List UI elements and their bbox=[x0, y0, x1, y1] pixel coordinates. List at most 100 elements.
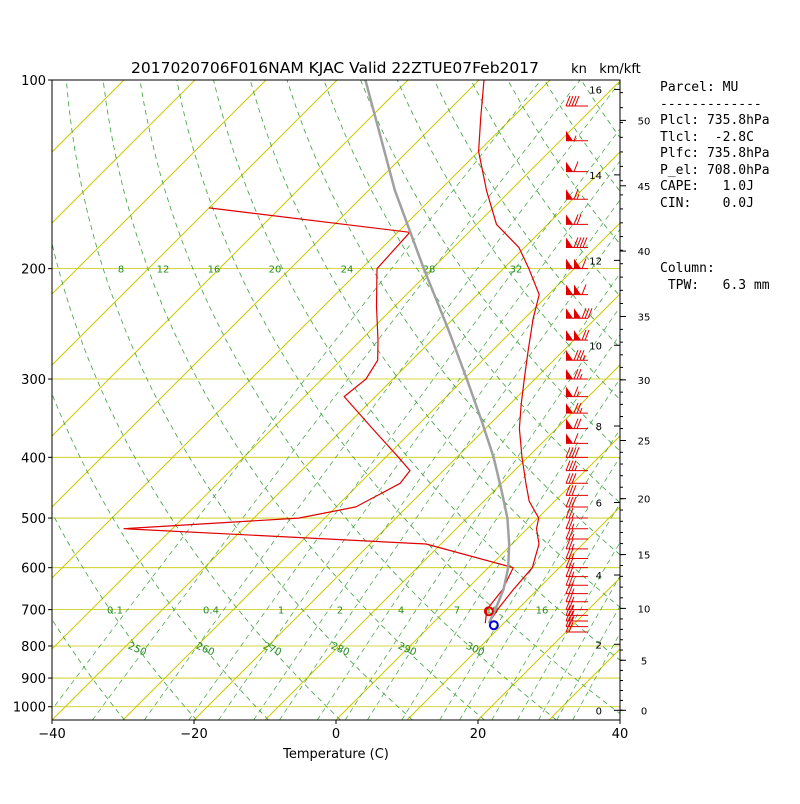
km-tick-label: 14 bbox=[589, 171, 602, 182]
kft-tick-label: 20 bbox=[638, 495, 651, 506]
mixing-ratio-line bbox=[219, 80, 681, 720]
pressure-tick-label: 300 bbox=[21, 373, 46, 388]
kft-tick-label: 50 bbox=[638, 116, 651, 127]
wind-barb-flag bbox=[566, 369, 573, 379]
pressure-tick-label: 600 bbox=[21, 562, 46, 577]
isotherm-line bbox=[0, 80, 550, 720]
wind-barb-half bbox=[575, 466, 577, 471]
wind-barb bbox=[566, 369, 588, 379]
km-tick-label: 10 bbox=[589, 341, 602, 352]
mixing-ratio-label: 16 bbox=[208, 265, 221, 276]
pressure-tick-label: 200 bbox=[21, 263, 46, 278]
wind-barb bbox=[566, 558, 588, 568]
wind-barb bbox=[566, 308, 592, 318]
pressure-tick-label: 100 bbox=[21, 74, 46, 89]
potential-temperature-label: 280 bbox=[329, 641, 351, 659]
mixing-ratio-label: 0.4 bbox=[203, 606, 219, 617]
wind-barb bbox=[566, 419, 588, 429]
temperature-tick-label: −40 bbox=[38, 727, 65, 742]
potential-temperature-label: 300 bbox=[464, 641, 486, 659]
param-row: Tlcl: -2.8C bbox=[660, 130, 770, 147]
mixing-ratio-line bbox=[93, 80, 581, 720]
param-row: Plcl: 735.8hPa bbox=[660, 113, 770, 130]
isotherm-line bbox=[0, 80, 479, 720]
kft-tick-label: 45 bbox=[638, 182, 651, 193]
mixing-ratio-label: 1 bbox=[278, 606, 284, 617]
wind-barb-flag bbox=[574, 308, 581, 318]
dry-adiabat-line bbox=[140, 80, 557, 720]
param-row: Plfc: 735.8hPa bbox=[660, 146, 770, 163]
dry-adiabat-line bbox=[765, 80, 800, 720]
wind-barb-feather bbox=[574, 433, 578, 443]
wind-barb bbox=[566, 162, 588, 172]
kft-axis-label: km/kft bbox=[599, 62, 641, 77]
pressure-tick-label: 500 bbox=[21, 512, 46, 527]
wind-barb-feather bbox=[582, 285, 586, 295]
chart-title: 2017020706F016NAM KJAC Valid 22ZTUE07Feb… bbox=[131, 59, 539, 77]
kft-tick-label: 35 bbox=[638, 312, 651, 323]
wind-barb-flag bbox=[574, 285, 581, 295]
temperature-tick-label: −20 bbox=[180, 727, 207, 742]
dry-adiabat-line bbox=[0, 80, 53, 720]
tpw-row: TPW: 6.3 mm bbox=[660, 278, 770, 295]
wind-barb bbox=[566, 259, 588, 269]
dry-adiabat-line bbox=[214, 80, 701, 720]
mixing-ratio-label: 32 bbox=[510, 265, 523, 276]
isotherm-line bbox=[0, 80, 621, 720]
potential-temperature-label: 250 bbox=[126, 641, 148, 659]
temperature-tick-label: 40 bbox=[612, 727, 629, 742]
wind-barb-half bbox=[572, 597, 574, 602]
dry-adiabat-line bbox=[177, 80, 629, 720]
wind-barb-flag bbox=[566, 259, 573, 269]
wind-barb bbox=[566, 473, 588, 483]
wind-barb-half bbox=[580, 374, 582, 379]
kft-tick-label: 30 bbox=[638, 376, 651, 387]
wind-barb-half bbox=[572, 524, 574, 529]
kft-tick-label: 5 bbox=[641, 656, 647, 667]
spacer bbox=[660, 212, 770, 261]
dry-adiabat-line bbox=[0, 80, 269, 720]
wind-barb-flag bbox=[566, 330, 573, 340]
kft-tick-label: 0 bbox=[641, 706, 647, 717]
potential-temperature-label: 260 bbox=[194, 641, 216, 659]
pressure-tick-label: 900 bbox=[21, 672, 46, 687]
km-tick-label: 12 bbox=[589, 256, 602, 267]
column-header: Column: bbox=[660, 261, 770, 278]
mixing-ratio-label: 7 bbox=[454, 606, 460, 617]
wind-barb bbox=[566, 447, 588, 457]
wind-barb bbox=[566, 96, 588, 106]
wind-barb-flag bbox=[566, 350, 573, 360]
wind-barb-flag bbox=[566, 403, 573, 413]
wind-barb-flag bbox=[566, 214, 573, 224]
mixing-ratio-label: 24 bbox=[341, 265, 354, 276]
pressure-tick-label: 1000 bbox=[13, 701, 46, 716]
pressure-tick-label: 700 bbox=[21, 604, 46, 619]
wind-barb-flag bbox=[566, 419, 573, 429]
mixing-ratio-label: 16 bbox=[536, 606, 549, 617]
dewpoint-line bbox=[124, 208, 513, 623]
parcel-header: Parcel: MU bbox=[660, 80, 770, 97]
pressure-tick-label: 400 bbox=[21, 451, 46, 466]
mixing-ratio-label: 2 bbox=[337, 606, 343, 617]
plot-frame bbox=[52, 80, 620, 720]
wind-barb-flag bbox=[566, 131, 573, 141]
wind-barb bbox=[566, 497, 588, 507]
wind-barb bbox=[566, 485, 588, 495]
kft-tick-label: 15 bbox=[638, 551, 651, 562]
wind-barb-half bbox=[572, 513, 574, 518]
wind-barb-half bbox=[572, 534, 574, 539]
km-tick-label: 0 bbox=[596, 706, 602, 717]
wind-barb-flag bbox=[566, 308, 573, 318]
mixing-ratio-label: 20 bbox=[269, 265, 282, 276]
x-axis-label: Temperature (C) bbox=[282, 747, 389, 762]
km-tick-label: 16 bbox=[589, 85, 602, 96]
wind-barb bbox=[566, 330, 589, 340]
wind-barb-flag bbox=[566, 433, 573, 443]
isotherm-line bbox=[0, 80, 195, 720]
wind-barb-flag bbox=[574, 330, 581, 340]
wind-barb-flag bbox=[566, 162, 573, 172]
wind-barb-feather bbox=[574, 162, 578, 172]
mixing-ratio-line bbox=[189, 80, 657, 720]
